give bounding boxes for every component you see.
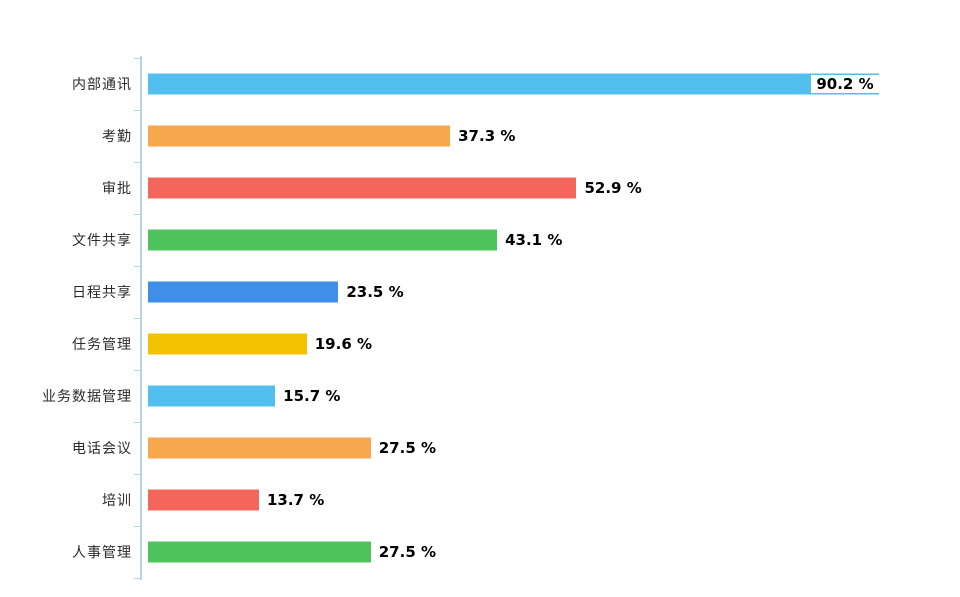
bar-track: 15.7 % <box>148 370 960 422</box>
bar-track: 27.5 % <box>148 422 960 474</box>
bar-track: 27.5 % <box>148 526 960 578</box>
bar <box>148 333 307 355</box>
bar-track: 37.3 % <box>148 110 960 162</box>
axis-tick <box>134 214 140 215</box>
value-label: 27.5 % <box>378 439 437 457</box>
axis-tick <box>134 318 140 319</box>
value-label: 52.9 % <box>584 179 642 197</box>
bar <box>148 73 879 95</box>
value-label: 27.5 % <box>378 543 437 561</box>
bar <box>148 281 339 303</box>
bar-track: 52.9 % <box>148 162 960 214</box>
chart-rows: 内部通讯 90.2 % 考勤 37.3 % 审批 52.9 % 文件共享 43.1 % 日程共享… <box>0 58 960 578</box>
category-label: 电话会议 <box>72 441 132 457</box>
axis-tick <box>134 474 140 475</box>
category-label: 考勤 <box>102 129 132 145</box>
chart-row: 电话会议 27.5 % <box>0 422 960 474</box>
chart-row: 培训 13.7 % <box>0 474 960 526</box>
bar-track: 13.7 % <box>148 474 960 526</box>
chart-row: 审批 52.9 % <box>0 162 960 214</box>
chart-row: 人事管理 27.5 % <box>0 526 960 578</box>
axis-tick <box>134 58 140 59</box>
category-label: 文件共享 <box>72 233 132 249</box>
value-label: 90.2 % <box>811 75 879 93</box>
category-label: 审批 <box>102 181 132 197</box>
chart-row: 考勤 37.3 % <box>0 110 960 162</box>
axis-tick <box>134 110 140 111</box>
axis-tick <box>134 370 140 371</box>
category-label: 人事管理 <box>72 545 132 561</box>
value-label: 19.6 % <box>314 335 373 353</box>
chart-row: 内部通讯 90.2 % <box>0 58 960 110</box>
bar <box>148 229 498 251</box>
bar <box>148 437 371 459</box>
bar <box>148 177 577 199</box>
axis-tick <box>134 422 140 423</box>
bar-track: 19.6 % <box>148 318 960 370</box>
axis-tick <box>134 162 140 163</box>
chart-row: 日程共享 23.5 % <box>0 266 960 318</box>
bar-track: 23.5 % <box>148 266 960 318</box>
value-label: 43.1 % <box>505 231 563 249</box>
category-label: 内部通讯 <box>72 77 132 93</box>
category-label: 培训 <box>102 493 132 509</box>
category-label: 任务管理 <box>72 337 132 353</box>
chart-row: 任务管理 19.6 % <box>0 318 960 370</box>
value-label: 37.3 % <box>458 127 516 145</box>
bar <box>148 489 259 511</box>
category-label: 日程共享 <box>72 285 132 301</box>
bar <box>148 541 371 563</box>
bar <box>148 125 451 147</box>
value-label: 15.7 % <box>283 387 341 405</box>
value-label: 13.7 % <box>266 491 325 509</box>
category-label: 业务数据管理 <box>42 389 132 405</box>
bar-track: 90.2 % <box>148 58 960 110</box>
y-axis-line <box>134 56 142 580</box>
axis-tick <box>134 526 140 527</box>
axis-tick <box>134 266 140 267</box>
axis-tick <box>134 578 140 579</box>
bar-track: 43.1 % <box>148 214 960 266</box>
bar <box>148 385 276 407</box>
chart-row: 业务数据管理 15.7 % <box>0 370 960 422</box>
value-label: 23.5 % <box>346 283 404 301</box>
chart-row: 文件共享 43.1 % <box>0 214 960 266</box>
